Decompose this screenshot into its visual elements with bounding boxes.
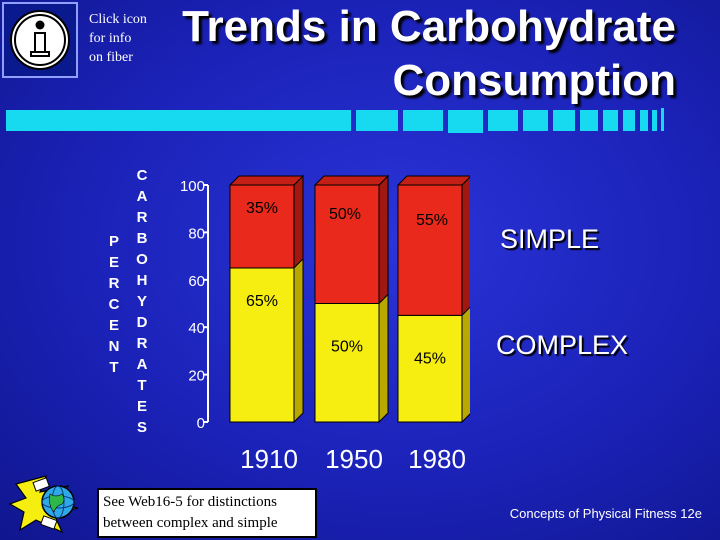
percent-letter: R [108, 275, 120, 292]
carbohydrates-letter: O [136, 251, 148, 268]
bar-complex [229, 267, 295, 423]
info-caption: Click icon for info on fiber [89, 10, 179, 67]
carbohydrates-letter: T [137, 377, 147, 394]
carbohydrates-letter: A [136, 188, 148, 205]
bar-label-simple: 35% [246, 200, 278, 217]
bar-side-simple [293, 174, 304, 270]
percent-letter: T [109, 359, 119, 376]
carbohydrates-letter: R [136, 209, 148, 226]
bar-side-complex [293, 257, 304, 424]
carbohydrates-letter: C [136, 167, 148, 184]
info-caption-line-2: for info [89, 31, 132, 46]
decorative-bar-strip [6, 108, 664, 133]
bar-label-simple: 55% [416, 212, 448, 229]
book-credit: Concepts of Physical Fitness 12e [509, 506, 702, 521]
bar-side-simple [461, 176, 470, 317]
info-icon [10, 10, 70, 70]
carbohydrates-letter: B [136, 230, 148, 247]
bar-label-simple: 50% [329, 206, 361, 223]
carbohydrates-letter: A [136, 356, 148, 373]
x-category-label: 1950 [325, 444, 383, 474]
bar-label-complex: 65% [246, 293, 278, 310]
bar-top [313, 175, 390, 186]
percent-letter: P [108, 233, 119, 250]
slide-title: Trends in Carbohydrate Consumption [182, 0, 676, 108]
globe-emblem-icon [8, 475, 79, 534]
slide-title-line-2: Consumption [392, 56, 676, 105]
bar-simple [229, 184, 295, 269]
y-tick-label: 0 [197, 415, 205, 432]
legend-simple: SIMPLE [500, 224, 600, 254]
bar-side-complex [378, 293, 389, 424]
bar-top [396, 175, 470, 186]
carbohydrate-chart: 0 20 40 60 80 100 35% 65% 1910 50% 50% 1950 55% 45% 19… [180, 174, 470, 474]
carbohydrates-letter: D [136, 314, 148, 331]
y-tick-label: 20 [188, 368, 205, 385]
bar-complex [397, 314, 463, 423]
info-caption-line-3: on fiber [89, 50, 133, 65]
x-category-label: 1910 [240, 444, 298, 474]
carbohydrates-letter: S [136, 419, 147, 436]
percent-letter: N [108, 338, 120, 355]
bar-simple [314, 184, 380, 304]
y-tick-label: 80 [188, 225, 205, 242]
slide-title-line-1: Trends in Carbohydrate [182, 2, 676, 51]
x-category-label: 1980 [408, 444, 466, 474]
carbohydrates-letter: Y [136, 293, 147, 310]
percent-letter: E [108, 317, 119, 334]
bar-complex [314, 303, 380, 423]
percent-letter: E [108, 254, 119, 271]
carbohydrates-letter: R [136, 335, 148, 352]
bar-label-complex: 45% [414, 350, 446, 367]
percent-letter: C [108, 296, 120, 313]
info-icon-button[interactable] [2, 2, 78, 78]
web-note-box[interactable]: See Web16-5 for distinctions between com… [97, 488, 317, 538]
carbohydrates-letter: E [136, 398, 147, 415]
bar-label-complex: 50% [331, 339, 363, 356]
y-tick-label: 60 [188, 273, 205, 290]
y-tick-label: 40 [188, 320, 205, 337]
y-tick-label: 100 [180, 178, 205, 195]
bar-simple [397, 184, 463, 316]
bar-top [228, 175, 305, 186]
legend-complex: COMPLEX [496, 330, 629, 360]
bar-side-simple [378, 174, 389, 305]
bar-side-complex [461, 306, 470, 424]
web-note-line-1: See Web16-5 for distinctions [103, 494, 277, 510]
web-note-line-2: between complex and simple [103, 515, 278, 531]
info-caption-line-1: Click icon [89, 12, 147, 27]
carbohydrates-letter: H [136, 272, 148, 289]
